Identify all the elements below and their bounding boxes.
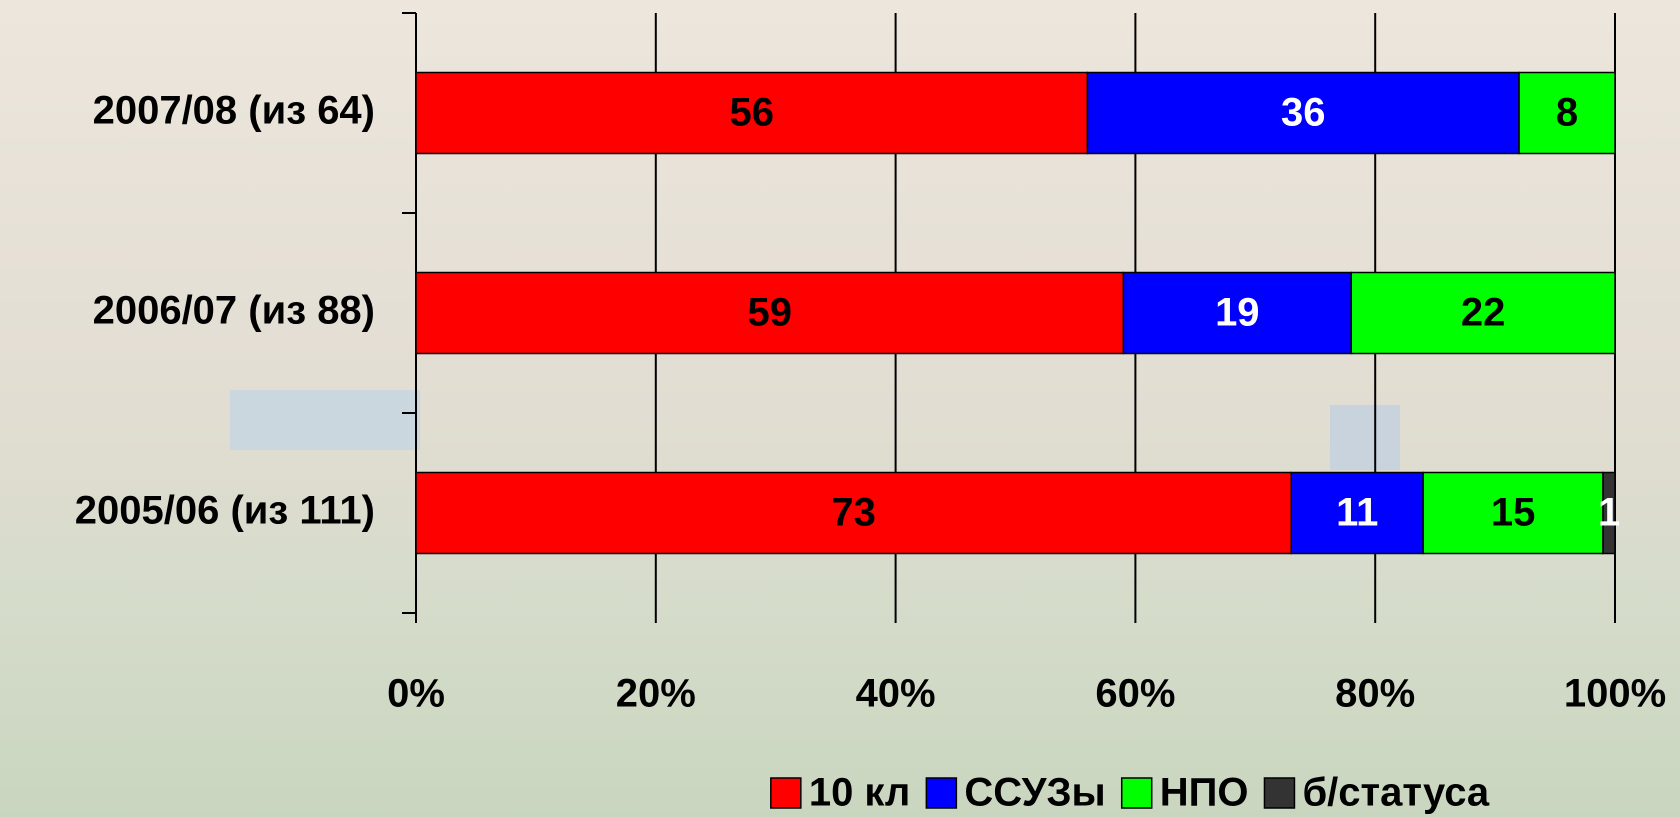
data-label: 56	[729, 91, 774, 135]
background-detail	[230, 390, 420, 450]
data-label: 15	[1491, 491, 1536, 535]
x-tick-label: 0%	[387, 672, 445, 716]
data-label: 8	[1556, 91, 1578, 135]
legend-swatch	[771, 778, 801, 808]
x-tick-label: 20%	[616, 672, 696, 716]
data-label: 36	[1281, 91, 1326, 135]
legend-swatch	[926, 778, 956, 808]
data-label: 19	[1215, 291, 1260, 335]
legend-swatch	[1122, 778, 1152, 808]
y-tick-label: 2005/06 (из 111)	[75, 489, 375, 533]
data-label: 22	[1461, 291, 1506, 335]
legend-swatch	[1264, 778, 1294, 808]
x-tick-label: 40%	[856, 672, 936, 716]
chart: 0% 20% 40% 60% 80% 100% 2007/08 (из 64) 56 36 8 20…	[0, 0, 1680, 817]
data-label: 11	[1336, 491, 1378, 535]
x-tick-label: 100%	[1564, 672, 1666, 716]
y-tick-label: 2007/08 (из 64)	[93, 89, 375, 133]
background-detail	[1330, 405, 1400, 470]
x-tick-label: 80%	[1335, 672, 1415, 716]
data-label: 59	[747, 291, 792, 335]
data-label: 1	[1598, 491, 1620, 535]
legend-label: б/статуса	[1302, 771, 1489, 815]
x-tick-label: 60%	[1095, 672, 1175, 716]
legend-label: 10 кл	[809, 771, 911, 815]
legend-label: ССУЗы	[964, 771, 1105, 815]
data-label: 73	[831, 491, 876, 535]
legend-label: НПО	[1160, 771, 1249, 815]
y-tick-label: 2006/07 (из 88)	[93, 289, 375, 333]
